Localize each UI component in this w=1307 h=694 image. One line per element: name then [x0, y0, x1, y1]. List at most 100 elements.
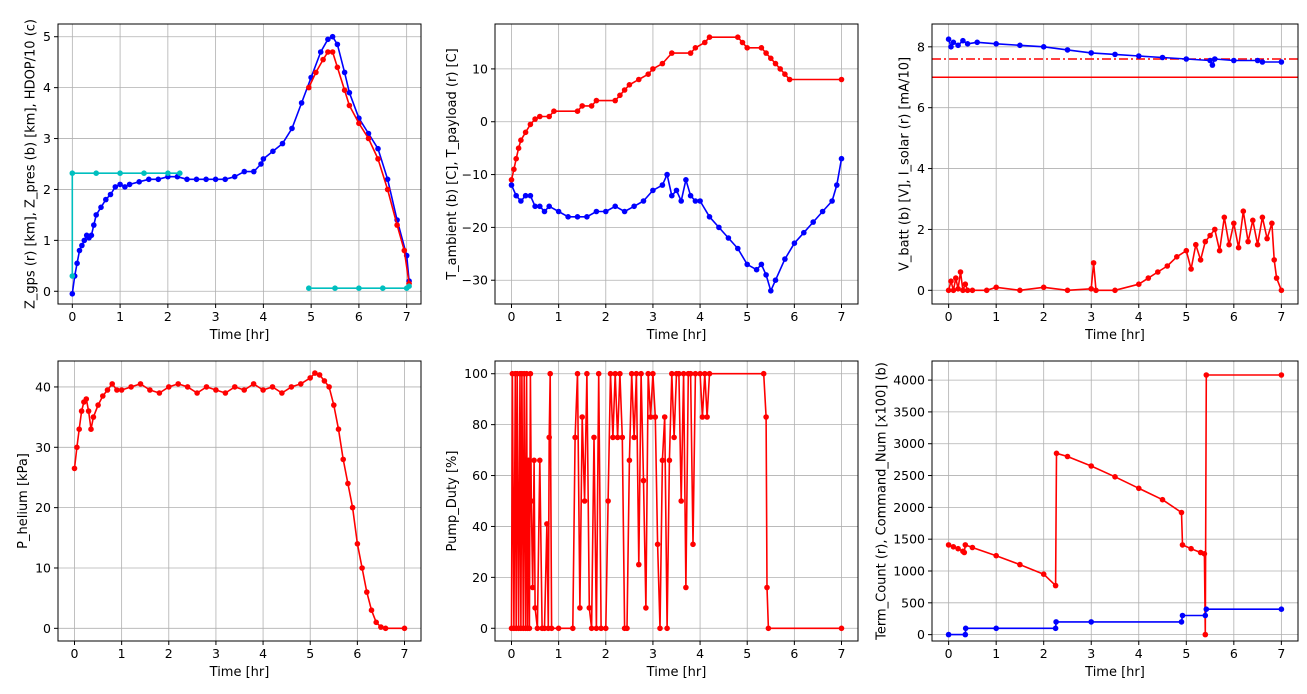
- x-tick-label: 6: [355, 309, 363, 324]
- data-point: [548, 625, 555, 632]
- data-point: [706, 370, 713, 377]
- y-tick-label: 3500: [893, 404, 925, 419]
- data-point: [945, 542, 952, 548]
- data-point: [574, 370, 581, 377]
- data-point: [577, 605, 583, 611]
- series-red: [508, 34, 845, 183]
- data-point: [626, 82, 633, 88]
- x-tick-label: 2: [602, 309, 610, 324]
- data-point: [279, 140, 286, 147]
- data-point: [758, 261, 765, 268]
- data-point: [1183, 247, 1190, 254]
- data-point: [636, 76, 642, 83]
- data-point: [1235, 244, 1242, 251]
- y-tick-label: 100: [464, 366, 488, 381]
- data-point: [669, 50, 675, 56]
- x-tick-label: 4: [696, 309, 704, 324]
- data-point: [213, 387, 219, 393]
- data-point: [1278, 372, 1285, 378]
- data-point: [312, 370, 318, 376]
- data-point: [231, 173, 238, 180]
- data-point: [375, 145, 381, 152]
- x-tick-label: 4: [1135, 646, 1143, 661]
- data-point: [346, 89, 353, 96]
- data-point: [1040, 44, 1047, 50]
- data-point: [574, 214, 581, 220]
- data-point: [702, 39, 708, 46]
- data-point: [772, 277, 779, 284]
- data-point: [316, 372, 323, 378]
- data-point: [335, 426, 342, 433]
- data-point: [1088, 463, 1094, 469]
- data-point: [1202, 238, 1209, 245]
- y-tick-label: 0: [480, 114, 488, 129]
- data-point: [526, 625, 533, 632]
- data-point: [326, 384, 332, 390]
- data-point: [378, 624, 384, 630]
- data-point: [518, 137, 524, 143]
- data-point: [607, 370, 614, 377]
- x-tick-label: 0: [508, 646, 516, 661]
- x-tick-label: 1: [555, 646, 563, 661]
- data-point: [156, 390, 163, 396]
- data-point: [155, 176, 162, 183]
- data-point: [725, 235, 732, 241]
- data-point: [626, 457, 633, 464]
- x-tick-label: 2: [1040, 309, 1048, 324]
- subplot-4: 0 1 2 3 4 5 6 7 0 10 20 30 40 Time [hr] P_helium [kPa]: [16, 360, 422, 680]
- data-point: [375, 156, 381, 162]
- data-point: [697, 370, 703, 377]
- series-red: [508, 370, 845, 632]
- data-point: [579, 103, 585, 109]
- data-point: [1254, 241, 1261, 248]
- data-point: [969, 544, 976, 551]
- data-point: [546, 434, 552, 441]
- data-point: [680, 370, 687, 377]
- data-point: [584, 214, 590, 220]
- data-point: [838, 76, 845, 83]
- x-axis-label: Time [hr]: [646, 665, 707, 680]
- data-point: [69, 170, 76, 176]
- data-point: [222, 176, 228, 183]
- x-tick-label: 5: [743, 646, 751, 661]
- data-point: [380, 285, 386, 292]
- data-point: [1273, 275, 1280, 281]
- data-point: [1226, 241, 1232, 248]
- subplot-6: 0 1 2 3 4 5 6 7 0 500 1000 1500 2000 2500 3000 3500 4000…: [875, 360, 1299, 680]
- data-point: [716, 224, 722, 231]
- data-point: [659, 457, 666, 464]
- data-point: [1188, 545, 1194, 552]
- data-point: [650, 370, 656, 377]
- data-point: [838, 625, 845, 632]
- data-point: [1264, 235, 1270, 242]
- x-tick-label: 7: [1277, 309, 1285, 324]
- series-blue: [945, 606, 1285, 638]
- y-tick-label: 4: [917, 161, 925, 176]
- data-point: [735, 34, 741, 40]
- data-point: [258, 161, 264, 167]
- series-red: [306, 49, 412, 287]
- data-point: [515, 145, 522, 151]
- data-point: [184, 176, 190, 183]
- x-tick-label: 2: [164, 309, 172, 324]
- data-point: [621, 208, 628, 215]
- y-tick-label: 500: [901, 595, 925, 610]
- x-axis-label: Time [hr]: [1084, 328, 1145, 343]
- data-point: [1093, 287, 1099, 294]
- data-point: [962, 631, 969, 638]
- data-point: [678, 198, 684, 204]
- data-point: [1231, 220, 1237, 227]
- data-point: [118, 387, 125, 393]
- data-point: [76, 247, 83, 254]
- plot-area: [71, 370, 408, 632]
- data-point: [666, 457, 673, 464]
- series-line: [947, 210, 1283, 292]
- data-point: [697, 198, 703, 204]
- data-point: [605, 498, 611, 504]
- data-point: [652, 414, 659, 420]
- y-tick-label: 0: [917, 283, 925, 298]
- data-point: [331, 402, 337, 408]
- y-tick-label: 3000: [893, 436, 925, 451]
- data-point: [103, 196, 109, 203]
- data-point: [664, 171, 670, 178]
